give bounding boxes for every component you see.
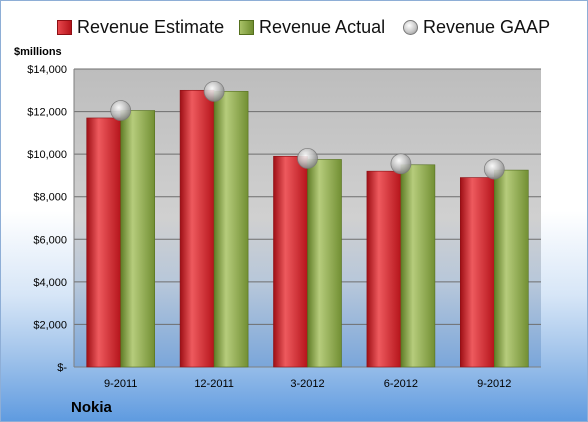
x-tick-label: 9-2012 <box>477 378 511 390</box>
legend-item-estimate: Revenue Estimate <box>57 17 224 38</box>
legend-swatch-actual <box>239 20 254 35</box>
y-tick-label: $2,000 <box>33 319 67 331</box>
bar-estimate <box>86 117 121 368</box>
legend-item-gaap: Revenue GAAP <box>403 17 550 38</box>
marker-gaap <box>483 158 505 180</box>
bars <box>86 89 529 368</box>
y-tick-label: $4,000 <box>33 277 67 289</box>
bar-estimate <box>273 155 308 368</box>
bar-estimate <box>366 170 402 368</box>
legend-item-actual: Revenue Actual <box>239 17 385 38</box>
bar-actual <box>120 110 155 368</box>
gaap-markers <box>110 80 505 180</box>
x-tick-label: 12-2011 <box>194 378 234 390</box>
y-tick-label: $- <box>57 362 67 374</box>
y-tick-label: $8,000 <box>33 192 67 204</box>
bar-actual <box>400 164 436 368</box>
x-axis-ticks: 9-2011 12-2011 3-2012 6-2012 9-2012 <box>104 378 511 390</box>
legend-swatch-estimate <box>57 20 72 35</box>
marker-gaap <box>390 153 412 175</box>
legend-label-gaap: Revenue GAAP <box>423 17 551 37</box>
bar-estimate <box>179 89 215 368</box>
bar-actual <box>213 91 249 368</box>
y-tick-label: $10,000 <box>27 149 67 161</box>
x-tick-label: 9-2011 <box>104 378 137 390</box>
x-tick-label: 6-2012 <box>384 378 418 390</box>
marker-gaap <box>297 147 318 169</box>
bar-actual <box>493 169 529 368</box>
y-axis-ticks: $- $2,000 $4,000 $6,000 $8,000 $10,000 $12,000… <box>27 64 67 374</box>
bar-actual <box>307 159 342 368</box>
marker-gaap <box>203 80 225 102</box>
bar-estimate <box>459 177 495 368</box>
y-tick-label: $14,000 <box>27 64 67 76</box>
company-label: Nokia <box>71 399 112 416</box>
legend-label-estimate: Revenue Estimate <box>77 17 225 37</box>
legend: Revenue Estimate Revenue Actual Revenue … <box>1 17 587 43</box>
legend-swatch-gaap <box>403 20 418 35</box>
unit-label: $millions <box>14 46 62 58</box>
legend-label-actual: Revenue Actual <box>259 17 386 37</box>
x-tick-label: 3-2012 <box>290 378 324 390</box>
y-tick-label: $12,000 <box>27 107 67 119</box>
y-tick-label: $6,000 <box>33 234 67 246</box>
marker-gaap <box>110 100 132 121</box>
